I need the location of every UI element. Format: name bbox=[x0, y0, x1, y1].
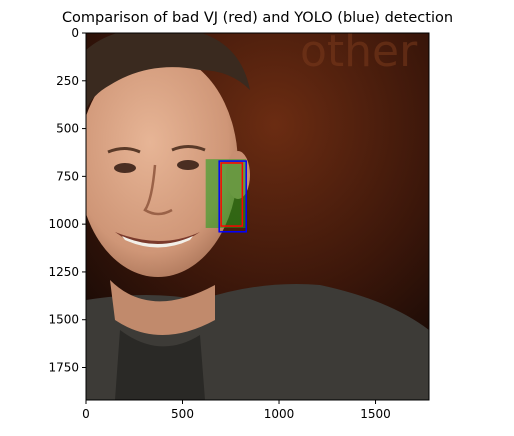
x-tick-label: 1000 bbox=[264, 407, 295, 421]
x-tick-label: 1500 bbox=[360, 407, 391, 421]
y-tick-label: 500 bbox=[56, 122, 79, 136]
chart-title: Comparison of bad VJ (red) and YOLO (blu… bbox=[62, 10, 453, 26]
y-tick-label: 1250 bbox=[48, 265, 79, 279]
y-tick-label: 1500 bbox=[48, 313, 79, 327]
y-tick-label: 250 bbox=[56, 74, 79, 88]
svg-text:other: other bbox=[300, 26, 418, 77]
x-tick-label: 0 bbox=[82, 407, 90, 421]
x-tick-label: 500 bbox=[171, 407, 194, 421]
green-region-box bbox=[205, 159, 247, 228]
y-tick-label: 1750 bbox=[48, 361, 79, 375]
y-tick-label: 750 bbox=[56, 169, 79, 183]
y-tick-label: 0 bbox=[71, 26, 79, 40]
yolo-detection-box bbox=[218, 160, 247, 233]
x-axis: 0 500 1000 1500 bbox=[82, 400, 391, 421]
photo-image: other bbox=[86, 26, 429, 400]
plot-frame bbox=[85, 32, 430, 401]
y-tick-label: 1000 bbox=[48, 217, 79, 231]
vj-detection-box bbox=[220, 162, 244, 227]
y-axis: 0 250 500 750 1000 1250 1500 1750 bbox=[48, 26, 86, 375]
